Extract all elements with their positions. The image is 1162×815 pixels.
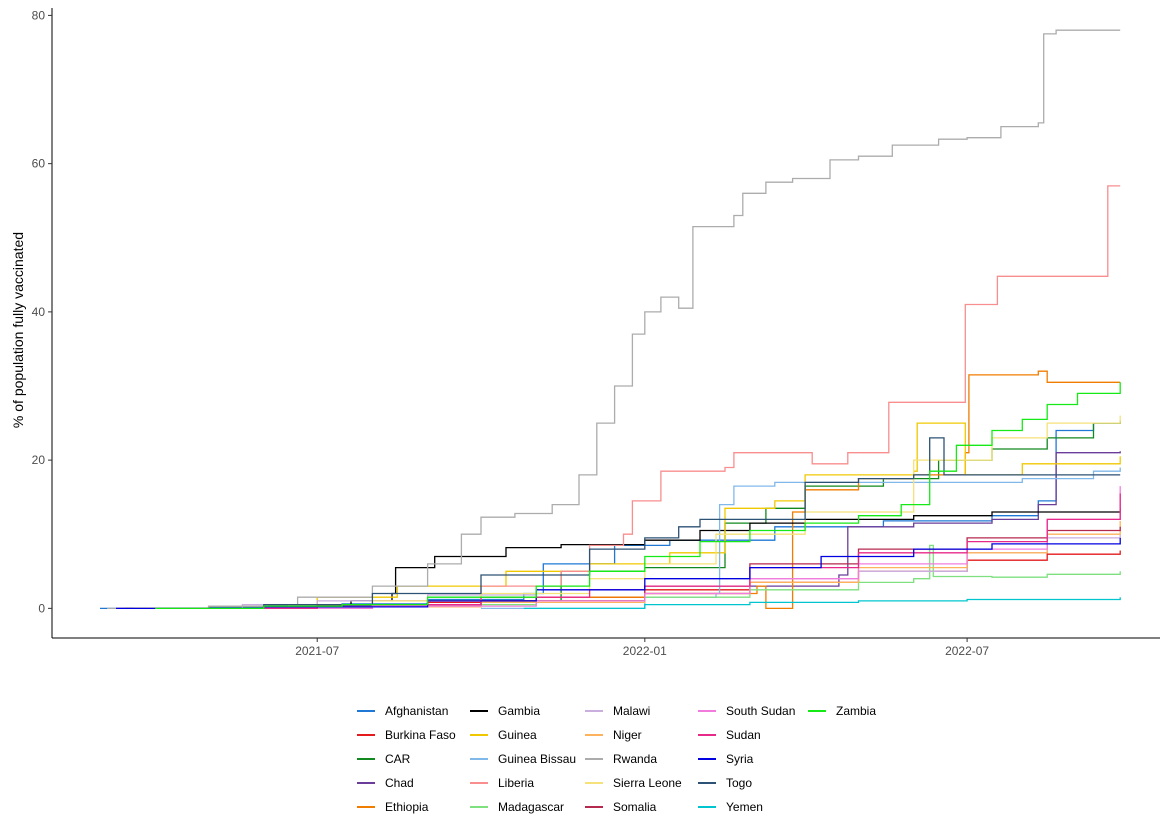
legend-label: Afghanistan [385,704,448,718]
axes [51,8,1160,639]
legend-label: Rwanda [613,752,657,766]
x-tick-label: 2021-07 [295,644,339,658]
legend-label: Syria [726,752,754,766]
legend-item-burkina-faso: Burkina Faso [357,728,456,742]
legend-item-guinea: Guinea [470,728,537,742]
y-tick-label: 20 [32,453,46,467]
legend-item-yemen: Yemen [698,800,763,814]
legend-label: Ethiopia [385,800,429,814]
series-line-yemen [523,597,1121,610]
series-line-niger [155,520,1121,610]
legend-label: CAR [385,752,411,766]
legend-item-syria: Syria [698,752,754,766]
legend-item-togo: Togo [698,776,752,790]
legend-item-sudan: Sudan [698,728,761,742]
series-line-somalia [155,526,1121,610]
legend-label: Guinea [498,728,537,742]
legend-label: Chad [385,776,414,790]
legend-label: South Sudan [726,704,795,718]
legend-label: Sierra Leone [613,776,682,790]
legend-item-car: CAR [357,752,411,766]
series-line-sudan [155,493,1121,610]
legend: Afghanistan Burkina Faso CAR Chad Ethiopia Ga… [357,704,876,814]
series-line-ethiopia [124,370,1121,610]
legend-item-ethiopia: Ethiopia [357,800,429,814]
legend-label: Sudan [726,728,761,742]
y-tick-label: 80 [32,8,46,22]
legend-label: Madagascar [498,800,564,814]
ticks: 0 20 40 60 80 2021-07 2022-01 2022-07 [32,8,990,658]
series-line-car [133,420,1121,610]
legend-label: Somalia [613,800,657,814]
legend-item-guinea-bissau: Guinea Bissau [470,752,576,766]
legend-label: Zambia [836,704,876,718]
legend-item-gambia: Gambia [470,704,540,718]
series-line-zambia [155,382,1121,610]
series-line-togo [155,437,1121,610]
legend-label: Liberia [498,776,534,790]
series-line-rwanda [107,29,1121,610]
series-line-guinea [133,422,1121,610]
legend-item-liberia: Liberia [470,776,534,790]
series-layer [100,29,1121,610]
legend-label: Yemen [726,800,763,814]
y-tick-label: 40 [32,305,46,319]
y-tick-label: 60 [32,157,46,171]
legend-item-zambia: Zambia [808,704,876,718]
y-tick-label: 0 [38,601,45,615]
legend-label: Burkina Faso [385,728,456,742]
legend-item-south-sudan: South Sudan [698,704,795,718]
legend-item-niger: Niger [585,728,642,742]
legend-item-somalia: Somalia [585,800,657,814]
legend-label: Togo [726,776,752,790]
series-line-liberia [233,185,1121,610]
series-line-afghanistan [100,421,1121,610]
y-axis-title: % of population fully vaccinated [10,232,26,428]
legend-label: Gambia [498,704,540,718]
legend-item-afghanistan: Afghanistan [357,704,448,718]
legend-label: Guinea Bissau [498,752,576,766]
legend-label: Niger [613,728,642,742]
x-tick-label: 2022-01 [623,644,667,658]
legend-item-rwanda: Rwanda [585,752,657,766]
legend-item-madagascar: Madagascar [470,800,564,814]
series-line-syria [116,537,1121,610]
legend-item-sierra-leone: Sierra Leone [585,776,682,790]
legend-item-malawi: Malawi [585,704,650,718]
series-line-sierra-leone [155,415,1121,610]
legend-item-chad: Chad [357,776,414,790]
legend-label: Malawi [613,704,650,718]
x-tick-label: 2022-07 [945,644,989,658]
